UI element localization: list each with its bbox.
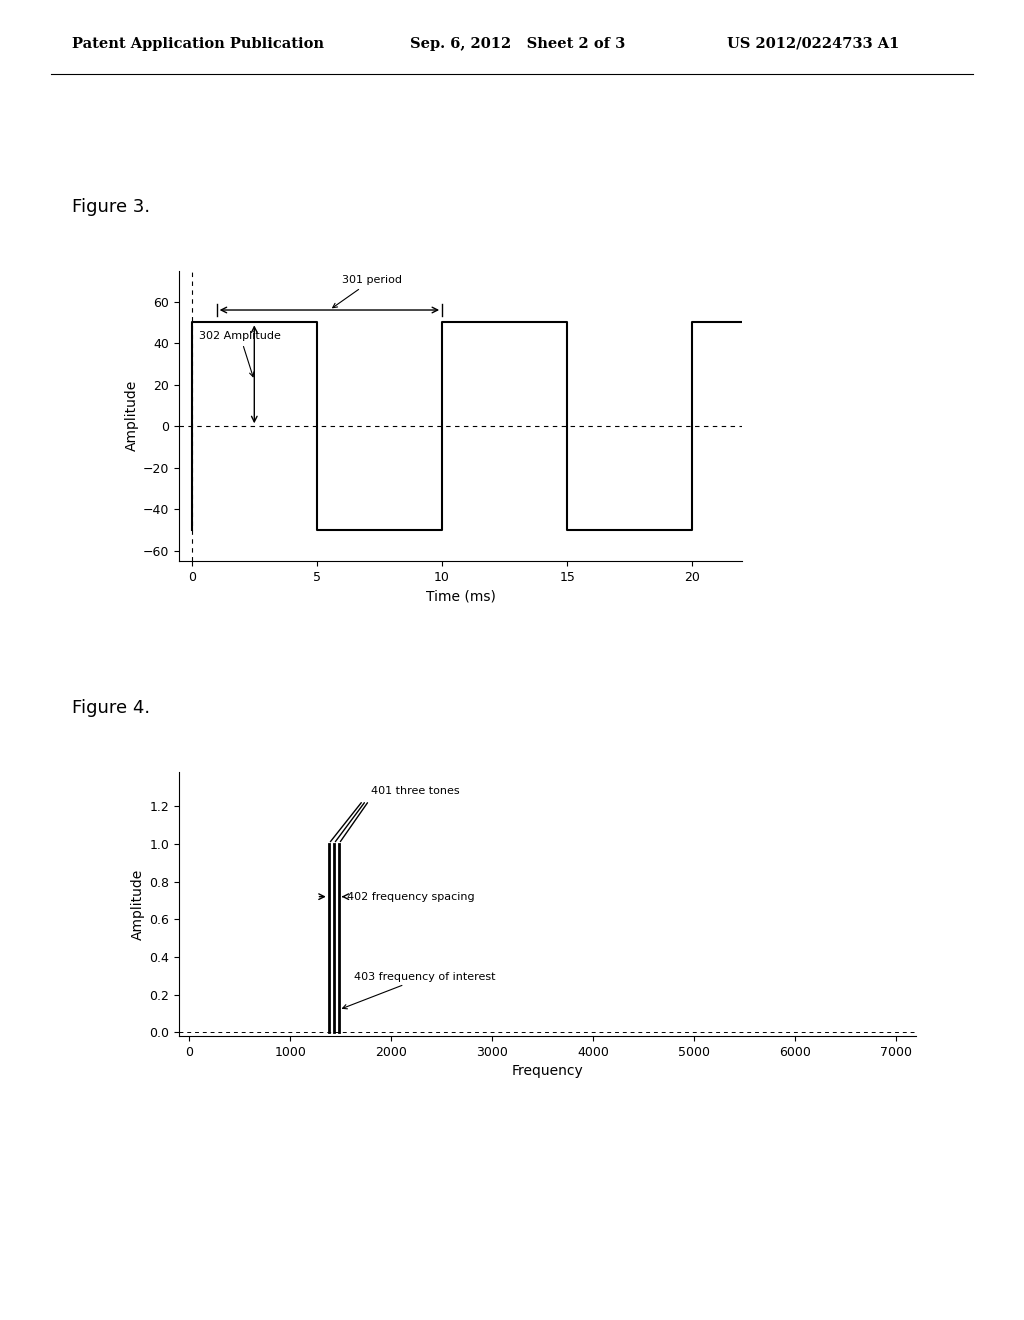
Text: Sep. 6, 2012   Sheet 2 of 3: Sep. 6, 2012 Sheet 2 of 3 xyxy=(410,37,625,51)
Text: Patent Application Publication: Patent Application Publication xyxy=(72,37,324,51)
Text: 403 frequency of interest: 403 frequency of interest xyxy=(343,972,496,1008)
Text: 301 period: 301 period xyxy=(333,275,401,308)
Text: Figure 4.: Figure 4. xyxy=(72,698,150,717)
Y-axis label: Amplitude: Amplitude xyxy=(131,869,145,940)
Text: US 2012/0224733 A1: US 2012/0224733 A1 xyxy=(727,37,899,51)
Text: 402 frequency spacing: 402 frequency spacing xyxy=(347,891,474,902)
Text: 302 Amplitude: 302 Amplitude xyxy=(200,331,282,376)
Y-axis label: Amplitude: Amplitude xyxy=(125,380,139,451)
Text: 401 three tones: 401 three tones xyxy=(371,785,460,796)
X-axis label: Time (ms): Time (ms) xyxy=(426,589,496,603)
X-axis label: Frequency: Frequency xyxy=(512,1064,584,1078)
Text: Figure 3.: Figure 3. xyxy=(72,198,150,216)
